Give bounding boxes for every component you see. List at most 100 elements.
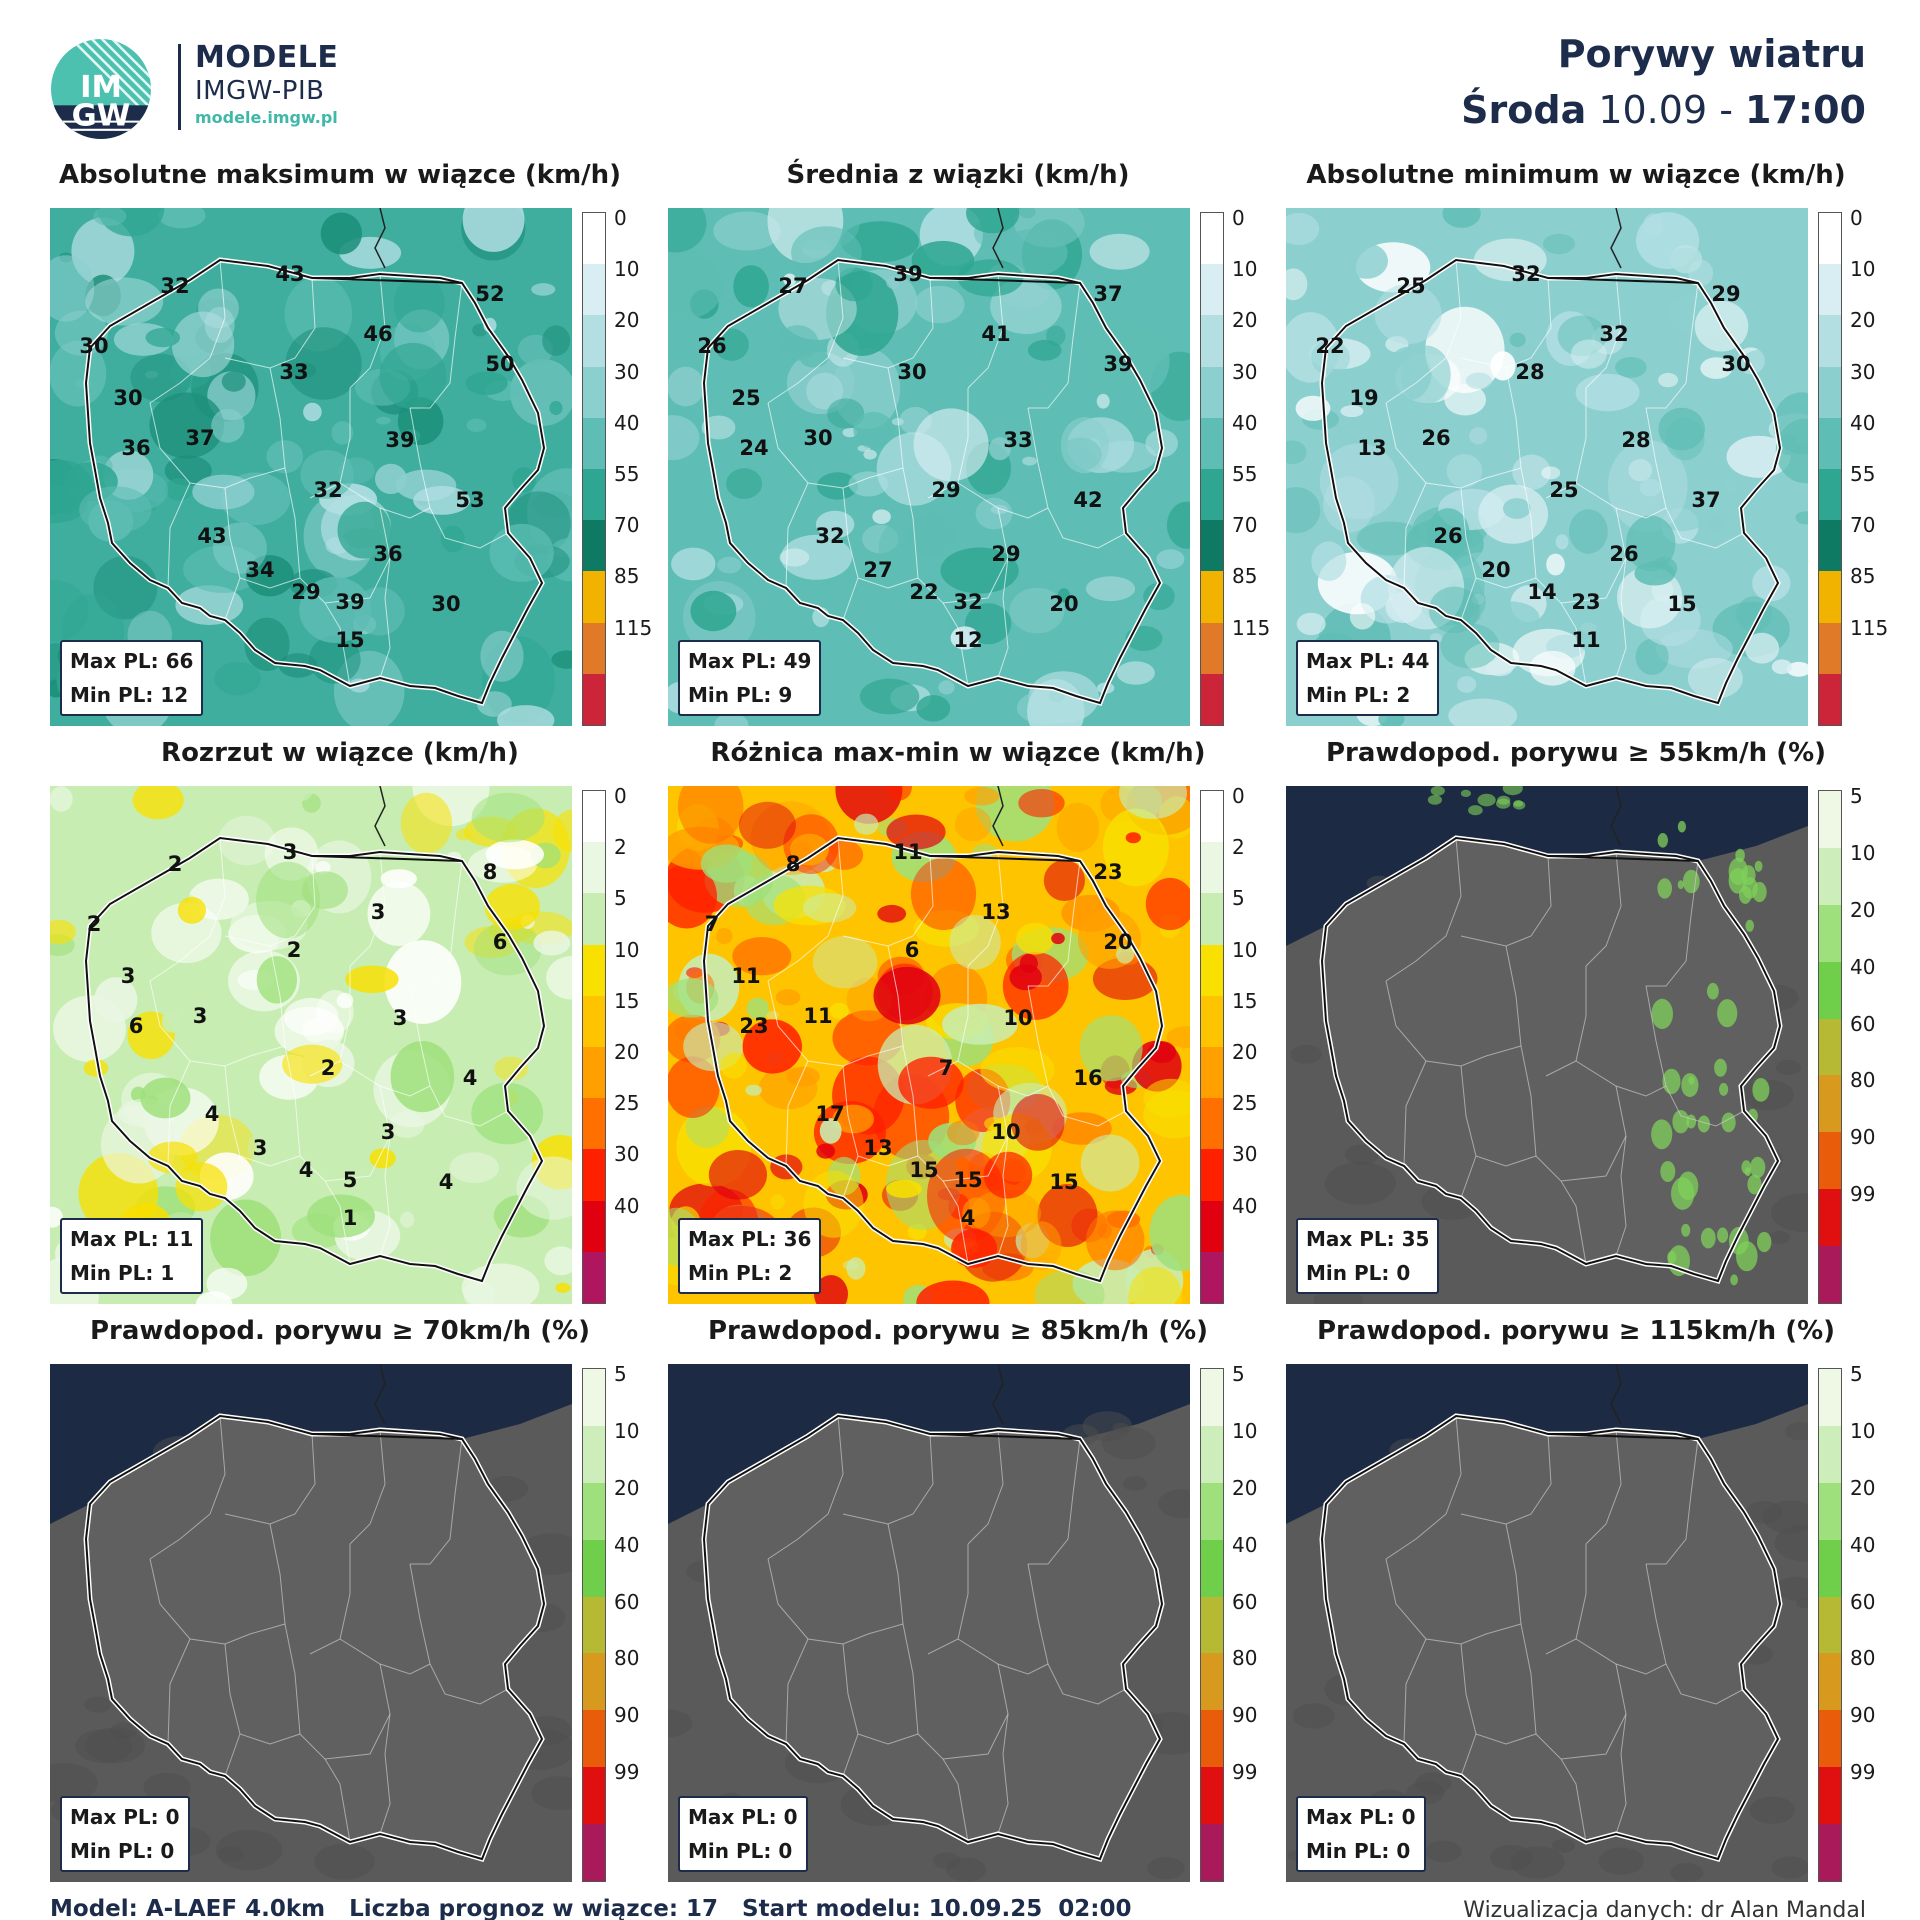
colorbar-label: 60 (1232, 1589, 1258, 1614)
colorbar-segment (583, 893, 605, 946)
map-value-label: 3 (252, 1136, 268, 1160)
panel-title: Prawdopod. porywu ≥ 115km/h (%) (1316, 1316, 1836, 1346)
map-value-label: 37 (1093, 282, 1123, 306)
map-value-label: 2 (86, 912, 102, 936)
stats-min: Min PL: 0 (1306, 1834, 1416, 1868)
colorbar-segment (1201, 791, 1223, 843)
brand-subtitle: IMGW-PIB (195, 76, 325, 106)
map-value-label: 32 (815, 524, 845, 548)
map-value-label: 34 (245, 558, 275, 582)
colorbar-label: 60 (614, 1589, 640, 1614)
colorbar-label: 10 (614, 937, 640, 962)
stats-min-value: 0 (160, 1839, 175, 1863)
colorbar-label: 40 (1850, 954, 1876, 979)
colorbar-label: 40 (1232, 410, 1258, 435)
stats-min-value: 0 (1396, 1261, 1411, 1285)
forecast-time: 17:00 (1745, 88, 1866, 132)
colorbar-label: 0 (1232, 784, 1245, 808)
stats-min: Min PL: 12 (70, 678, 193, 712)
map-value-label: 25 (1396, 274, 1426, 298)
colorbar-segment (583, 213, 605, 265)
map-value-label: 24 (739, 436, 769, 460)
colorbar-segment (1201, 995, 1223, 1048)
map-value-label: 4 (298, 1158, 314, 1182)
colorbar-label: 30 (1850, 359, 1876, 384)
colorbar-segment (583, 469, 605, 521)
map-value-label: 16 (1073, 1066, 1103, 1090)
map-value-label: 8 (482, 860, 498, 884)
map-value-label: 4 (462, 1066, 478, 1090)
map-value-label: 33 (1003, 428, 1033, 452)
colorbar-label: 20 (1232, 1040, 1258, 1064)
brand-title: MODELE (195, 40, 339, 75)
colorbar-label: 30 (1232, 1142, 1258, 1167)
colorbar-label: 5 (614, 886, 627, 911)
colorbar-segment (1819, 791, 1841, 849)
stats-max-value: 0 (783, 1805, 798, 1829)
map-value-label: 13 (1357, 436, 1387, 460)
colorbar-segment (1201, 1098, 1223, 1150)
colorbar-segment (583, 944, 605, 997)
forecast-date: Środa 10.09 - 17:00 (1461, 88, 1866, 132)
stats-max: Max PL: 44 (1306, 644, 1429, 678)
panel-title: Absolutne maksimum w wiązce (km/h) (58, 160, 622, 190)
map-value-label: 32 (160, 274, 190, 298)
colorbar-label: 55 (1232, 462, 1258, 486)
stats-box: Max PL: 11 Min PL: 1 (60, 1218, 204, 1294)
map-value-label: 29 (1711, 282, 1741, 306)
colorbar-segment (1201, 1767, 1223, 1825)
colorbar-segment (1819, 847, 1841, 906)
stats-max: Max PL: 0 (688, 1800, 798, 1834)
colorbar-label: 5 (1850, 1362, 1863, 1386)
colorbar-label: 85 (1850, 564, 1876, 589)
brand-url-link[interactable]: modele.imgw.pl (195, 108, 338, 127)
map-value-label: 20 (1103, 930, 1133, 954)
colorbar-label: 20 (1232, 308, 1258, 333)
colorbar-segment (1819, 264, 1841, 316)
colorbar-segment (1201, 893, 1223, 946)
map-value-label: 29 (991, 542, 1021, 566)
map-value-label: 6 (492, 930, 508, 954)
map-value-label: 7 (704, 912, 720, 936)
map-value-label: 29 (931, 478, 961, 502)
stats-min-label: Min PL: (1306, 1839, 1390, 1863)
colorbar-segment (1201, 264, 1223, 316)
colorbar-segment (1819, 1710, 1841, 1768)
weather-map: Max PL: 35 Min PL: 0 (1286, 786, 1808, 1304)
map-value-label: 4 (960, 1206, 976, 1230)
logo-text-top: IM (80, 70, 122, 105)
colorbar-label: 40 (1232, 1532, 1258, 1557)
map-value-label: 3 (370, 900, 386, 924)
map-value-label: 52 (475, 282, 505, 306)
colorbar-segment (1201, 520, 1223, 572)
colorbar-segment (1819, 1824, 1841, 1882)
map-value-label: 26 (1421, 426, 1451, 450)
colorbar-label: 5 (1232, 886, 1245, 911)
colorbar-label: 55 (614, 462, 640, 486)
colorbar-label: 10 (1850, 1418, 1876, 1443)
map-panel: Prawdopod. porywu ≥ 115km/h (%) Max PL: 0… (1286, 1316, 1886, 1882)
map-value-label: 15 (335, 628, 365, 652)
map-value-label: 41 (981, 322, 1011, 346)
colorbar-segment (1819, 1246, 1841, 1304)
map-value-label: 11 (803, 1004, 833, 1028)
map-value-label: 14 (1527, 580, 1557, 604)
panel-title: Prawdopod. porywu ≥ 55km/h (%) (1325, 738, 1827, 768)
map-panel: Absolutne maksimum w wiązce (km/h) 43 32 52… (50, 160, 652, 726)
stats-box: Max PL: 49 Min PL: 9 (678, 640, 822, 716)
stats-max-value: 36 (783, 1227, 812, 1251)
colorbar-segment (583, 520, 605, 572)
weather-map: 3 2 8 2 3 6 2 3 3 3 6 2 4 4 3 3 4 5 4 1 Max PL: 11 Min PL: 1 (50, 786, 572, 1304)
stats-min-value: 0 (778, 1839, 793, 1863)
colorbar-label: 10 (1232, 1418, 1258, 1443)
map-value-label: 27 (863, 558, 893, 582)
map-value-label: 26 (1433, 524, 1463, 548)
map-value-label: 53 (455, 488, 485, 512)
panel-title: Różnica max-min w wiązce (km/h) (710, 738, 1206, 768)
map-value-label: 3 (282, 840, 298, 864)
colorbar-segment (1819, 1189, 1841, 1247)
stats-box: Max PL: 0 Min PL: 0 (678, 1796, 808, 1872)
colorbar-label: 5 (614, 1362, 627, 1386)
colorbar-segment (583, 1425, 605, 1484)
